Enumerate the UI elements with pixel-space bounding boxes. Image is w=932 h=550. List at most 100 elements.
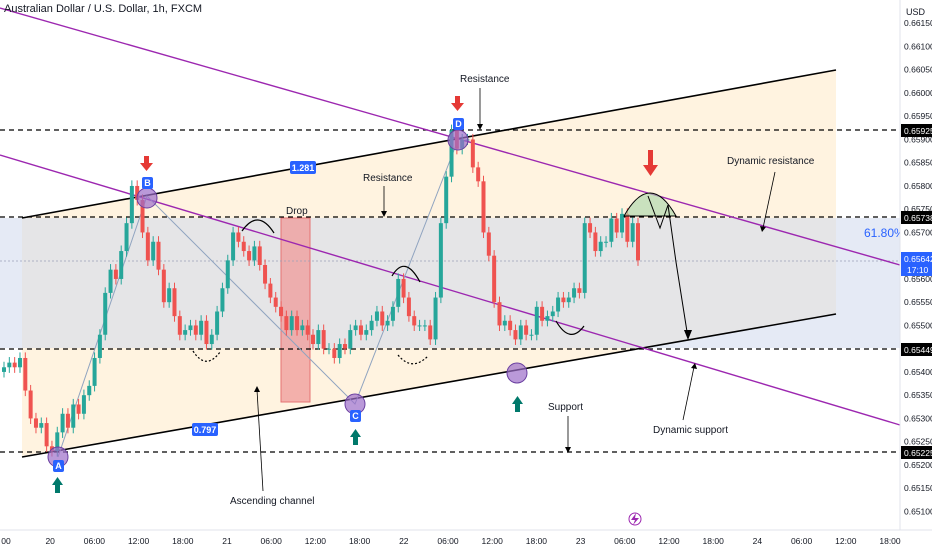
- drop-box: [280, 217, 311, 403]
- candle-body: [566, 297, 571, 303]
- price-label-s2: 0.65225: [901, 446, 932, 459]
- lightning-icon[interactable]: [628, 512, 642, 526]
- y-tick-label: 0.65900: [904, 134, 932, 144]
- candle-body: [348, 330, 353, 349]
- point-b-label: B: [144, 178, 151, 188]
- harmonic-pattern: [57, 139, 459, 458]
- x-tick-label: 12:00: [128, 536, 150, 546]
- point-labels: A B C D: [53, 118, 464, 472]
- candle-body: [209, 334, 214, 345]
- candle-body: [23, 357, 28, 391]
- candle-body: [630, 223, 635, 242]
- candle-body: [172, 288, 177, 317]
- candle-body: [257, 246, 262, 265]
- candle-body: [620, 213, 625, 233]
- y-tick-label: 0.65500: [904, 320, 932, 330]
- pivot-support-circle: [506, 362, 528, 384]
- candle-body: [44, 423, 49, 447]
- y-tick-label: 0.65200: [904, 460, 932, 470]
- candle-body: [92, 357, 97, 386]
- price-levels: [0, 129, 900, 453]
- x-tick-label: 12:00: [658, 536, 680, 546]
- candle-body: [268, 283, 273, 298]
- x-tick-label: 18:00: [172, 536, 194, 546]
- x-tick-label: 06:00: [261, 536, 283, 546]
- candle-body: [380, 311, 385, 326]
- candle-body: [156, 241, 161, 270]
- svg-text:0.65925: 0.65925: [904, 126, 932, 136]
- x-tick-label: 23: [576, 536, 586, 546]
- candle-body: [508, 320, 513, 331]
- candle-body: [2, 367, 6, 372]
- label-dynamic-support: Dynamic support: [653, 425, 728, 436]
- up-arrow-support: [512, 396, 523, 412]
- candle-body: [33, 418, 38, 428]
- candle-body: [204, 320, 209, 345]
- candle-body: [103, 292, 108, 335]
- candle-body: [422, 325, 427, 327]
- label-ascending-channel: Ascending channel: [230, 496, 315, 507]
- candle-body: [231, 232, 236, 261]
- candle-body: [604, 241, 609, 243]
- candle-body: [513, 330, 518, 340]
- ratio-1-label: 1.281: [292, 163, 315, 173]
- candle-body: [636, 223, 640, 261]
- candle-body: [65, 413, 70, 428]
- candle-body: [374, 311, 379, 321]
- y-tick-label: 0.65700: [904, 227, 932, 237]
- up-arrow-a: [52, 477, 63, 493]
- candle-body: [577, 288, 582, 293]
- x-tick-label: 24: [753, 536, 763, 546]
- candle-body: [428, 325, 433, 340]
- svg-text:0.65449: 0.65449: [904, 345, 932, 355]
- ratio-2-bg: [192, 423, 218, 436]
- candle-body: [502, 320, 507, 326]
- y-tick-label: 0.65600: [904, 274, 932, 284]
- candle-body: [497, 302, 502, 326]
- candle-body: [614, 218, 619, 233]
- candle-body: [364, 330, 369, 335]
- price-ticks: 0.66150 0.66100 0.66050 0.66000 0.65950 0.659…: [904, 18, 932, 516]
- candle-body: [593, 232, 598, 252]
- candle-body: [406, 297, 411, 317]
- candle-body: [55, 432, 60, 451]
- candle-body: [129, 185, 134, 224]
- candle-body: [39, 423, 44, 428]
- candle-body: [119, 251, 124, 279]
- candle-body: [492, 255, 497, 303]
- y-tick-label: 0.65100: [904, 506, 932, 516]
- candle-body: [241, 241, 246, 252]
- candle-body: [199, 320, 204, 335]
- down-arrow-b: [140, 156, 153, 171]
- x-tick-label: 06:00: [791, 536, 813, 546]
- pivot-d-circle: [447, 129, 469, 151]
- curve-highlights: [192, 219, 585, 365]
- candle-body: [316, 330, 321, 345]
- candle-body: [60, 413, 65, 433]
- pivot-markers: [47, 129, 528, 468]
- x-tick-label: 18:00: [526, 536, 548, 546]
- candle-body: [81, 395, 86, 414]
- candle-body: [524, 325, 529, 335]
- fib-band: [0, 218, 900, 348]
- point-c-bg: [350, 410, 361, 422]
- signal-arrows: [52, 96, 658, 493]
- point-c-label: C: [352, 411, 359, 421]
- candle-body: [561, 297, 566, 303]
- candle-body: [385, 320, 390, 326]
- projection-arrowhead: [684, 330, 692, 340]
- candle-body: [193, 325, 198, 335]
- channel-top-line: [21, 69, 837, 219]
- ratio-2-label: 0.797: [194, 425, 217, 435]
- candle-body: [529, 334, 534, 336]
- chart-title: Australian Dollar / U.S. Dollar, 1h, FXC…: [4, 3, 203, 15]
- candle-body: [28, 390, 33, 419]
- candle-body: [295, 316, 300, 331]
- pivot-b-circle: [136, 187, 158, 209]
- label-resistance-mid: Resistance: [363, 173, 413, 184]
- time-axis[interactable]: [0, 530, 932, 550]
- svg-text:0.65738: 0.65738: [904, 213, 932, 223]
- x-tick-label: 12:00: [305, 536, 327, 546]
- candle-body: [215, 311, 220, 335]
